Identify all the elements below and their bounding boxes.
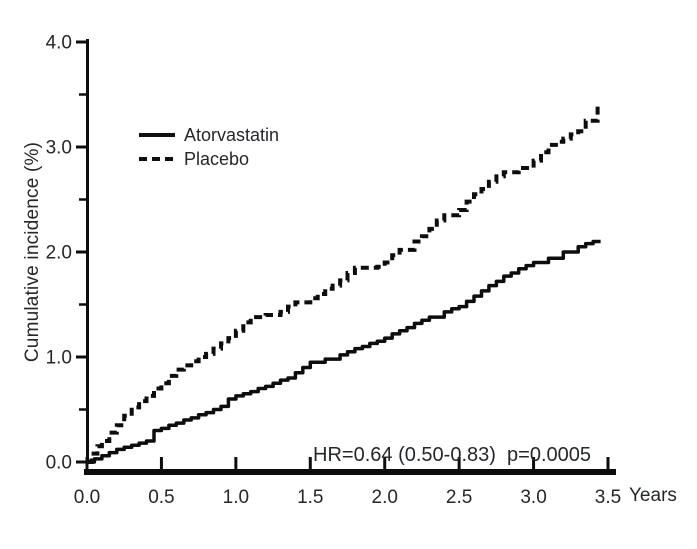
x-tick-label: 2.0 xyxy=(372,487,398,508)
x-tick-label: 1.0 xyxy=(223,487,249,508)
x-tick-label: 3.0 xyxy=(520,487,546,508)
legend-item-placebo: Placebo xyxy=(139,147,279,171)
y-tick-label: 1.0 xyxy=(46,348,72,369)
y-tick-label: 2.0 xyxy=(46,243,72,264)
x-axis-baseline xyxy=(84,469,616,475)
x-tick-label: 3.5 xyxy=(595,487,621,508)
legend-label-atorvastatin: Atorvastatin xyxy=(184,124,280,145)
solid-line-swatch xyxy=(139,133,175,137)
y-axis-title: Cumulative incidence (%) xyxy=(22,141,43,363)
y-tick-label: 4.0 xyxy=(46,33,72,54)
x-axis-unit-label: Years xyxy=(629,485,677,506)
y-tick-label: 3.0 xyxy=(46,138,72,159)
legend: Atorvastatin Placebo xyxy=(139,123,279,171)
y-tick-label: 0.0 xyxy=(46,453,72,474)
x-tick-label: 0.5 xyxy=(148,487,174,508)
x-tick-label: 2.5 xyxy=(446,487,472,508)
placebo-curve xyxy=(87,105,600,464)
hazard-ratio-annotation: HR=0.64 (0.50-0.83) p=0.0005 xyxy=(313,444,591,466)
legend-item-atorvastatin: Atorvastatin xyxy=(139,123,279,147)
x-tick-label: 0.0 xyxy=(74,487,100,508)
x-tick-label: 1.5 xyxy=(297,487,323,508)
dashed-line-swatch xyxy=(139,157,175,161)
atorvastatin-curve xyxy=(87,239,601,464)
legend-label-placebo: Placebo xyxy=(184,148,250,169)
